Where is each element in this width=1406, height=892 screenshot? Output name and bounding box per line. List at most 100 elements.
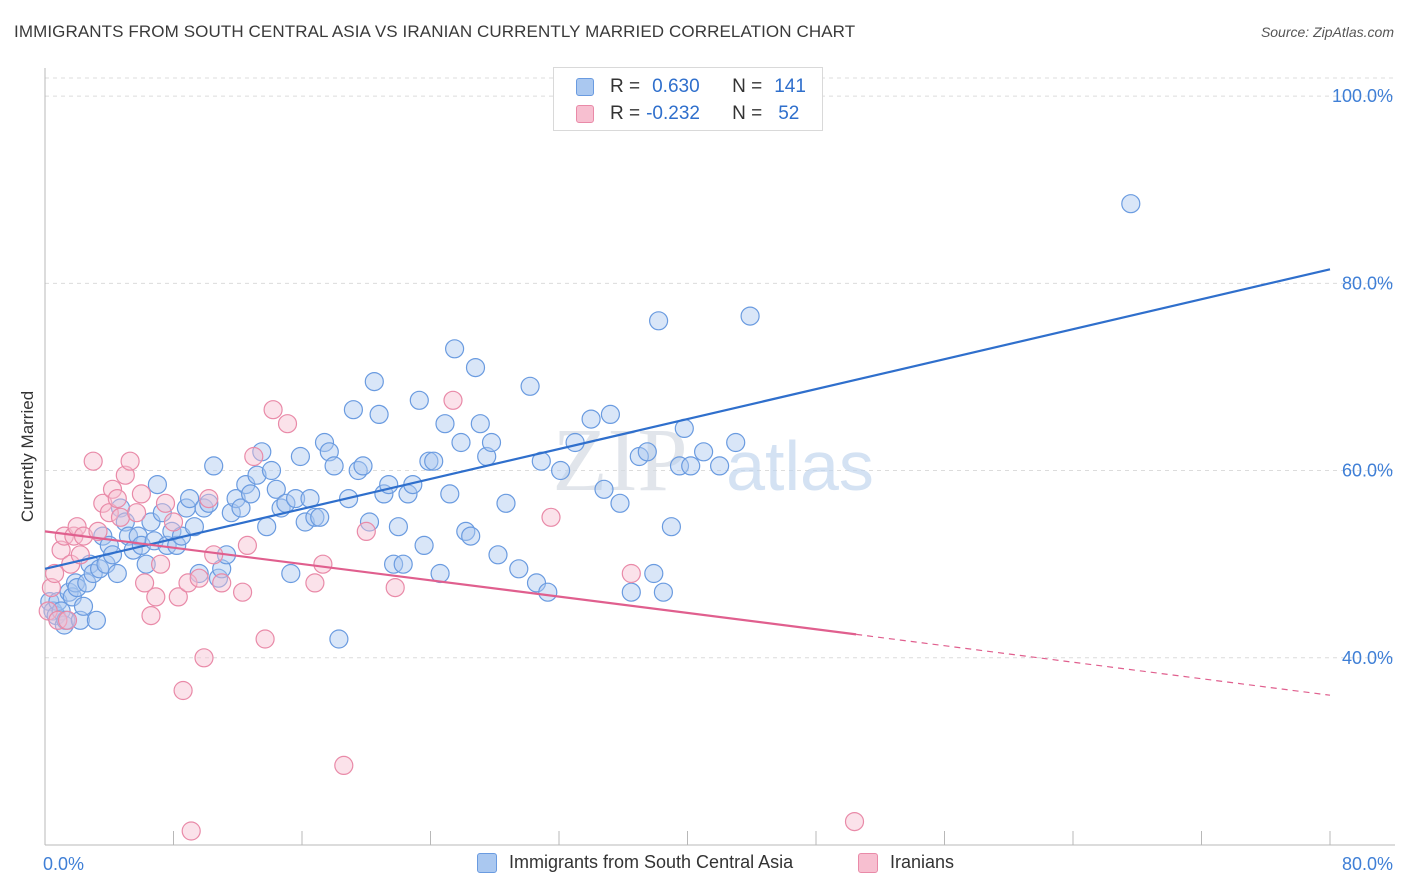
data-points: [38, 194, 1141, 841]
data-point: [726, 432, 746, 453]
chart-title: IMMIGRANTS FROM SOUTH CENTRAL ASIA VS IR…: [14, 22, 856, 41]
data-point: [83, 451, 103, 471]
data-point: [509, 559, 529, 579]
data-point: [740, 306, 760, 326]
data-point: [621, 582, 641, 602]
y-tick-label: 60.0%: [1342, 461, 1393, 481]
x-tick-label: 0.0%: [43, 854, 84, 874]
bottom-legend: Immigrants from South Central Asia Irani…: [0, 852, 1406, 878]
data-point: [231, 498, 251, 518]
data-point: [669, 456, 690, 476]
data-point: [319, 442, 339, 462]
data-point: [199, 489, 219, 509]
data-point: [661, 517, 682, 537]
legend-row-south-central-asia: R = 0.630 N = 141: [576, 75, 806, 99]
data-point: [295, 512, 315, 532]
data-point: [709, 456, 730, 476]
n-value: 52: [778, 103, 800, 124]
bottom-legend-iranians: Iranians: [858, 852, 954, 873]
watermark: ZIP atlas: [553, 411, 874, 510]
data-point: [305, 507, 325, 527]
data-point: [146, 587, 166, 607]
data-point: [290, 446, 310, 467]
trend-line-extension: [856, 633, 1331, 696]
trend-line: [44, 268, 1331, 570]
data-point: [343, 400, 363, 420]
r-value: -0.232: [646, 103, 700, 124]
bottom-legend-label: Iranians: [890, 852, 955, 872]
data-point: [541, 507, 561, 527]
trend-line: [44, 530, 857, 636]
r-value: 0.630: [652, 76, 700, 97]
data-point: [73, 596, 94, 616]
data-point: [565, 432, 585, 453]
data-point: [310, 507, 330, 527]
data-point: [93, 493, 113, 513]
data-point: [384, 554, 404, 574]
legend-swatch-pink: [576, 105, 594, 123]
trend-lines: [44, 268, 1331, 696]
data-point: [255, 629, 275, 649]
data-point: [107, 489, 127, 509]
data-point: [324, 456, 344, 476]
data-point: [163, 512, 184, 532]
data-point: [581, 409, 601, 429]
data-point: [600, 404, 621, 424]
data-point: [329, 629, 349, 649]
data-point: [120, 451, 140, 471]
bottom-legend-label: Immigrants from South Central Asia: [509, 852, 794, 872]
bottom-legend-south-central-asia: Immigrants from South Central Asia: [477, 852, 793, 873]
data-point: [180, 489, 200, 509]
data-point: [844, 811, 865, 832]
data-point: [461, 526, 481, 546]
data-point: [237, 535, 257, 556]
data-point: [520, 376, 540, 396]
data-point: [644, 563, 664, 584]
data-point: [212, 573, 232, 593]
data-point: [67, 577, 87, 598]
data-point: [189, 568, 209, 588]
data-point: [41, 577, 62, 598]
data-point: [178, 573, 198, 593]
data-point: [151, 554, 171, 574]
series-south-central-asia: [40, 194, 1141, 649]
data-point: [550, 460, 571, 481]
data-point: [385, 577, 405, 598]
bottom-legend-swatch-pink: [858, 852, 878, 873]
data-point: [481, 432, 502, 453]
data-point: [204, 545, 224, 565]
data-point: [57, 610, 78, 630]
data-point: [86, 610, 107, 630]
data-point: [247, 465, 267, 485]
data-point: [257, 517, 277, 537]
data-point: [594, 479, 614, 499]
data-point: [637, 442, 657, 462]
data-point: [653, 582, 674, 602]
data-point: [107, 563, 127, 584]
data-point: [388, 517, 408, 537]
stats-legend: R = 0.630 N = 141 R = -0.232 N = 52: [553, 67, 823, 131]
series-iranians: [38, 390, 865, 841]
data-point: [261, 460, 282, 481]
data-point: [286, 489, 306, 509]
data-point: [173, 680, 193, 701]
source-label: Source: ZipAtlas.com: [1260, 24, 1394, 40]
bottom-legend-swatch-blue: [477, 852, 497, 873]
data-point: [204, 456, 224, 476]
data-point: [419, 451, 439, 471]
data-point: [102, 479, 123, 499]
x-tick-label: 80.0%: [1342, 854, 1393, 874]
data-point: [443, 390, 463, 410]
data-point: [488, 545, 508, 565]
data-point: [181, 821, 201, 841]
y-tick-label: 80.0%: [1342, 273, 1393, 293]
data-point: [648, 311, 669, 331]
data-point: [681, 456, 701, 476]
watermark-atlas: atlas: [726, 427, 874, 505]
data-point: [135, 573, 155, 593]
data-point: [334, 755, 354, 776]
data-point: [236, 475, 256, 495]
data-point: [451, 432, 471, 453]
data-point: [409, 390, 429, 410]
